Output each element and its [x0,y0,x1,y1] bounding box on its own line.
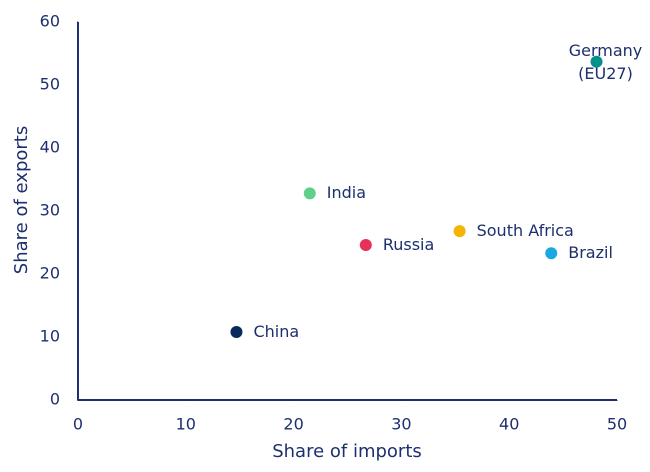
x-axis-title: Share of imports [272,441,422,462]
x-tick-label: 0 [73,415,83,434]
y-tick-label: 20 [40,264,60,283]
point [590,55,603,68]
x-tick-label: 40 [499,415,519,434]
y-axis-title: Share of exports [11,126,32,274]
x-tick-label: 50 [607,415,627,434]
point-label: China [253,321,300,341]
point-label: South Africa [476,221,574,241]
point-label: Brazil [568,243,613,263]
y-tick-label: 0 [50,390,60,409]
point-label: Germany (EU27) [568,40,643,83]
y-tick-label: 40 [40,138,60,157]
x-tick-label: 30 [391,415,411,434]
point [303,187,316,200]
point [453,225,466,238]
y-tick-label: 50 [40,75,60,94]
y-tick-label: 60 [40,12,60,31]
point-label: Russia [382,235,435,255]
y-tick-label: 30 [40,201,60,220]
point [230,325,243,338]
x-tick-label: 20 [283,415,303,434]
x-tick-label: 10 [176,415,196,434]
point-label: India [326,183,367,203]
point [545,247,558,260]
point [359,239,372,252]
y-tick-label: 10 [40,327,60,346]
